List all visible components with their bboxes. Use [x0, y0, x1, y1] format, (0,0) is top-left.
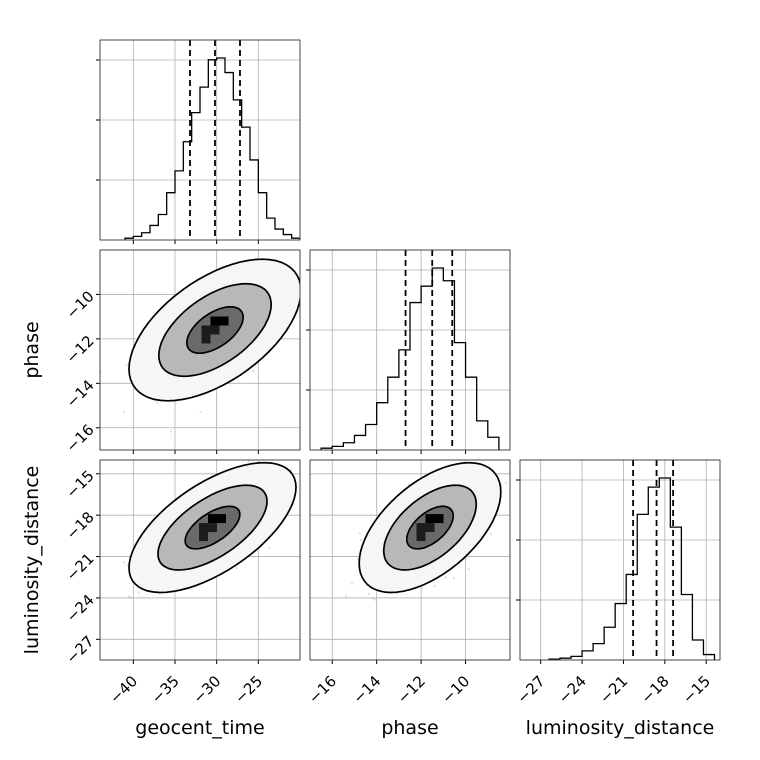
density-core-block [416, 532, 426, 542]
scatter-point [290, 469, 293, 472]
panel-content [100, 40, 300, 240]
density-contour-2 [185, 305, 245, 355]
scatter-point [125, 364, 128, 367]
panel-phase-phase [306, 249, 511, 454]
scatter-point [199, 410, 202, 413]
density-core-block [208, 523, 217, 533]
density-contour-2 [184, 505, 241, 550]
density-core-block [434, 514, 444, 524]
density-contour-2 [405, 505, 455, 550]
scatter-point [505, 481, 508, 484]
x-axis-label-0: geocent_time [135, 717, 264, 739]
density-core-block [201, 325, 211, 335]
density-core-block [210, 325, 220, 335]
scatter-point [452, 577, 455, 580]
scatter-point [123, 561, 126, 564]
scatter-point [433, 585, 436, 588]
x-axis-label-1: phase [381, 717, 438, 739]
scatter-point [252, 369, 255, 373]
panel-frame [99, 39, 301, 241]
density-contour-0 [128, 258, 300, 402]
density-core-block [217, 514, 226, 524]
scatter-point [444, 576, 447, 579]
density-contour-1 [157, 282, 273, 378]
panel-content [520, 460, 720, 660]
panel-content [100, 460, 300, 660]
density-core-block [201, 334, 211, 344]
scatter-point [137, 591, 140, 594]
scatter-point [489, 533, 492, 536]
panel-frame [309, 249, 511, 451]
density-contour-0 [128, 461, 297, 594]
scatter-point [126, 563, 129, 567]
scatter-point [344, 595, 347, 598]
y-axis-labels: phase luminosity_distance [21, 321, 43, 654]
scatter-point [128, 595, 131, 598]
density-core-block [199, 532, 208, 542]
scatter-point [420, 587, 423, 590]
panel-content [310, 460, 510, 660]
histogram-geocent_time [124, 57, 300, 240]
panel-content [100, 250, 300, 450]
scatter-point [371, 596, 374, 600]
density-core-block [425, 523, 435, 533]
density-core-block [416, 523, 426, 533]
y-axis-label-1: phase [21, 321, 43, 378]
scatter-point [268, 547, 271, 550]
density-contour-0 [358, 461, 502, 594]
density-core-block [199, 523, 208, 533]
panel-phase-geocent_time: −16−14−12−10 [63, 249, 301, 456]
density-core-block [208, 514, 217, 524]
scatter-point [156, 401, 159, 404]
density-contour-1 [382, 484, 478, 571]
panel-frame [99, 459, 301, 661]
scatter-point [170, 430, 173, 433]
scatter-point [247, 460, 250, 463]
scatter-point [235, 567, 238, 570]
scatter-point [130, 596, 133, 599]
panel-frame [309, 459, 511, 661]
histogram-luminosity_distance [548, 477, 716, 660]
scatter-point [368, 592, 371, 595]
scatter-point [351, 582, 354, 585]
density-core-block [219, 316, 229, 326]
panel-frame [99, 249, 301, 451]
scatter-point [358, 532, 361, 535]
x-axis-labels: geocent_time phase luminosity_distance [135, 717, 714, 739]
panel-frame [519, 459, 721, 661]
density-contour-1 [157, 484, 268, 571]
histogram-phase [320, 267, 500, 450]
scatter-point [373, 598, 376, 601]
scatter-point [122, 411, 125, 414]
density-core-block [425, 514, 435, 524]
panel-geocent_time-geocent_time [96, 39, 301, 244]
x-axis-label-2: luminosity_distance [526, 717, 715, 739]
density-core-block [210, 316, 220, 326]
y-axis-label-2: luminosity_distance [21, 466, 43, 655]
panel-content [310, 250, 510, 450]
scatter-point [359, 539, 362, 542]
scatter-point [467, 568, 470, 571]
